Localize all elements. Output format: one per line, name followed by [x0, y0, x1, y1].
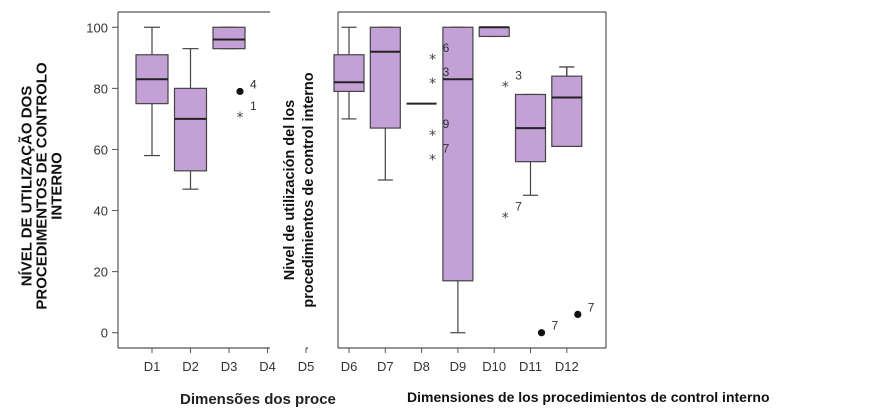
box-d6: [333, 54, 365, 93]
y-tick-label: 20: [94, 265, 108, 280]
outlier-circle-d3: [236, 87, 244, 96]
outlier-label-d10: 7: [515, 200, 522, 214]
y-tick-label: 60: [94, 142, 108, 157]
y-tick-label: 80: [94, 81, 108, 96]
outlier-label-d11: 7: [552, 319, 559, 333]
x-tick-label-d2: D2: [182, 359, 199, 374]
x-tick-label-d8: D8: [413, 359, 430, 374]
x-tick-label-d5: D5: [298, 359, 315, 374]
outlier-star-d8: *: [429, 76, 436, 92]
outlier-star-d8: *: [429, 128, 436, 144]
outlier-star-d8: *: [429, 52, 436, 68]
outlier-star-d3: *: [237, 110, 244, 126]
x-tick-label-d12: D12: [555, 359, 579, 374]
outlier-label-d8: 7: [443, 142, 450, 156]
outlier-star-d8: *: [429, 153, 436, 169]
outlier-label-d12: 7: [588, 300, 595, 314]
outlier-label-d10: 3: [515, 68, 522, 82]
divider-dot: [267, 347, 269, 349]
box-d3: [212, 26, 246, 50]
outlier-circle-d11: [537, 329, 546, 337]
outlier-label-d3: 4: [250, 77, 257, 91]
box-d10: [478, 26, 510, 38]
x-tick-label-d10: D10: [482, 359, 506, 374]
outlier-label-d8: 3: [443, 65, 450, 79]
left-x-axis-title: Dimensões dos proce: [180, 391, 336, 408]
box-d2: [173, 87, 208, 172]
box-d12: [551, 75, 583, 148]
outlier-label-d3: 1: [250, 99, 257, 113]
y-tick-label: 0: [101, 326, 108, 341]
x-tick-label-d3: D3: [221, 359, 238, 374]
outlier-label-d8: 9: [443, 117, 450, 131]
outlier-star-d10: *: [502, 211, 509, 227]
outlier-label-d8: 6: [443, 41, 450, 55]
divider-dot: [306, 347, 308, 349]
x-tick-label-d11: D11: [519, 359, 542, 374]
x-tick-label-d7: D7: [377, 359, 394, 374]
box-d9: [442, 26, 474, 282]
outlier-star-d10: *: [502, 79, 509, 95]
box-d7: [369, 26, 401, 129]
outlier-circle-d12: [574, 310, 582, 318]
x-tick-label-d1: D1: [144, 359, 161, 374]
y-tick-label: 100: [86, 20, 108, 35]
x-tick-label-d6: D6: [341, 359, 358, 374]
y-tick-label: 40: [94, 204, 108, 219]
right-x-axis-title: Dimensiones de los procedimientos de con…: [407, 389, 770, 405]
x-tick-label-d9: D9: [450, 359, 467, 374]
x-tick-label-d4: D4: [259, 359, 276, 374]
